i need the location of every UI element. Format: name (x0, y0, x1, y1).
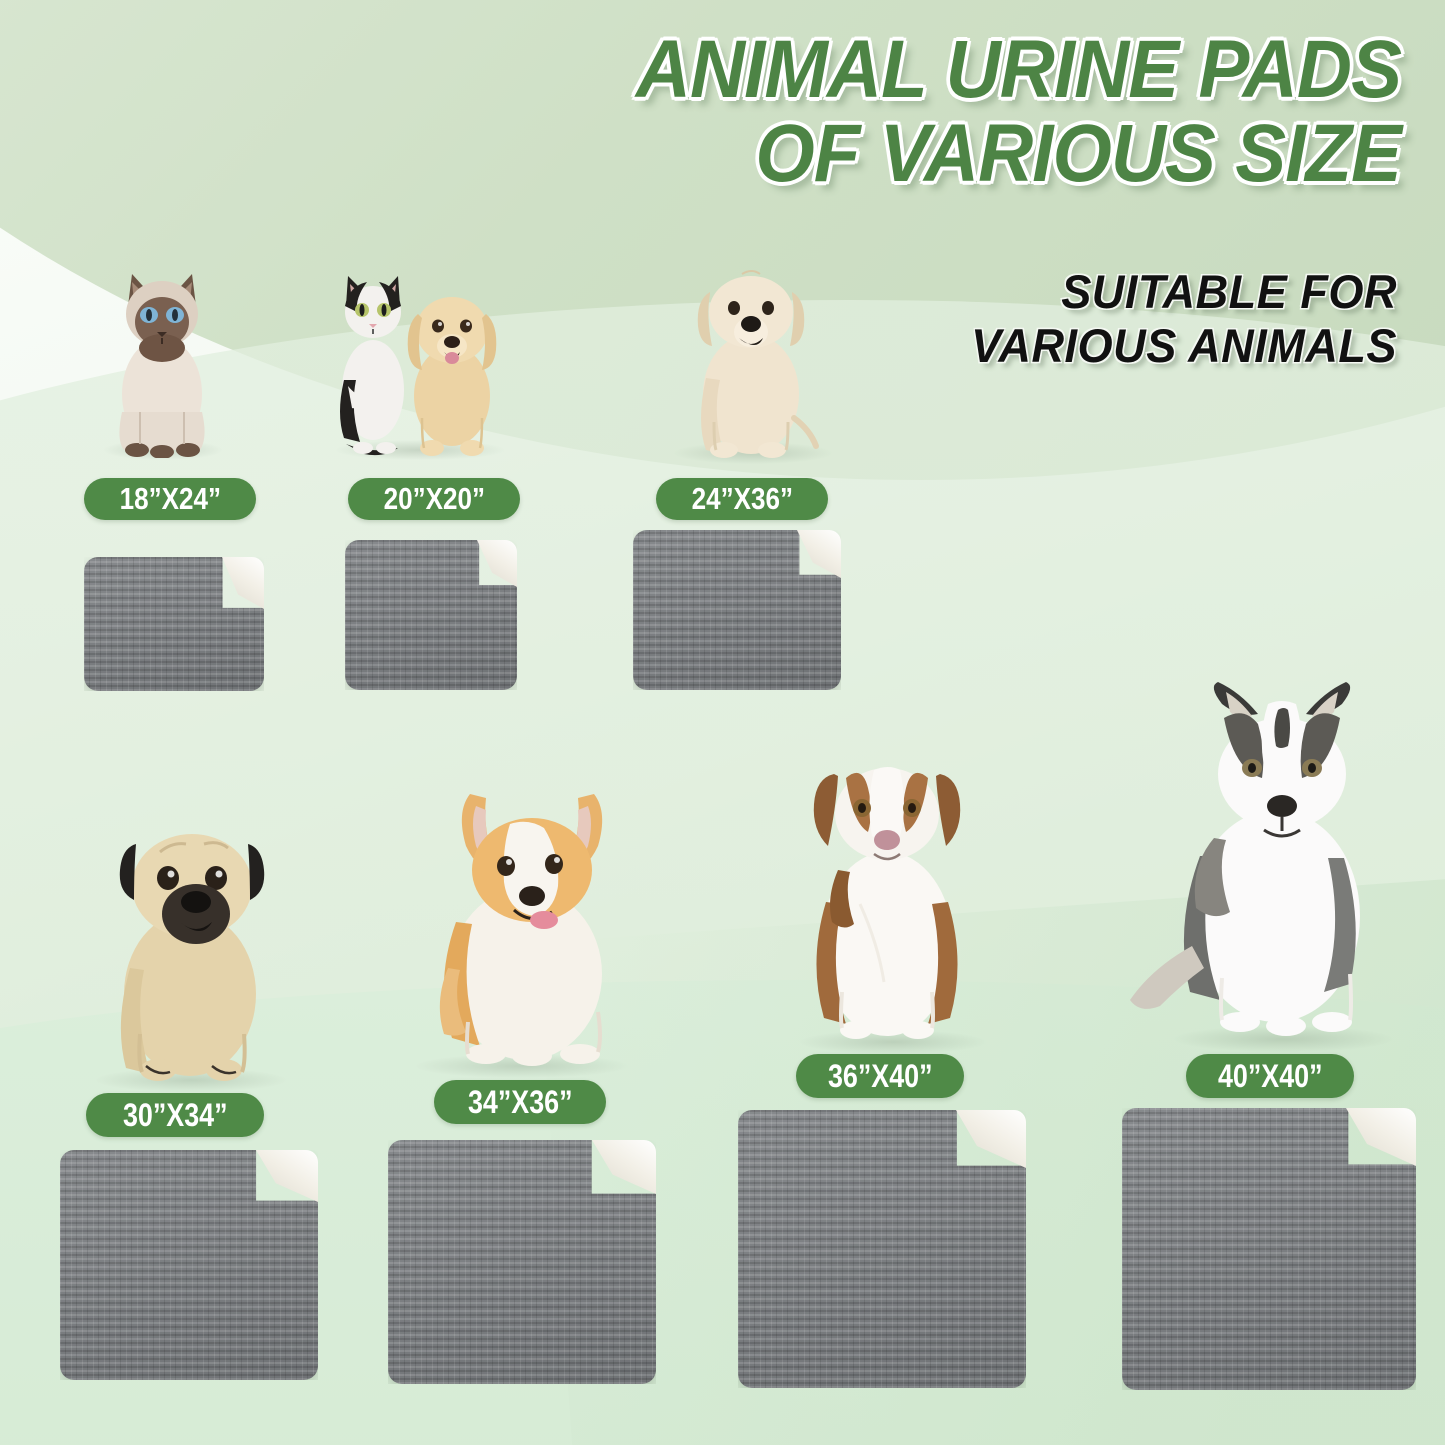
pad-surface (388, 1140, 656, 1384)
animal-siberian-husky-dog (1118, 678, 1394, 1044)
pad-40x40 (1122, 1108, 1416, 1390)
pad-36x40 (738, 1110, 1026, 1388)
size-badge-label: 36”X40” (827, 1057, 933, 1094)
size-badge-34x36: 34”X36” (434, 1080, 606, 1124)
pad-30x34 (60, 1150, 318, 1380)
size-badge-label: 20”X20” (383, 481, 485, 516)
size-badge-30x34: 30”X34” (86, 1093, 264, 1137)
pad-folded-corner (956, 1110, 1026, 1168)
animal-tuxedo-cat-and-labrador-puppy (326, 268, 510, 460)
animal-siamese-cat (98, 262, 226, 458)
pad-surface (738, 1110, 1026, 1388)
animal-corgi-dog (402, 772, 638, 1072)
size-badge-36x40: 36”X40” (796, 1054, 964, 1098)
size-badge-18x24: 18”X24” (84, 478, 256, 520)
size-badge-label: 18”X24” (119, 481, 221, 516)
pad-folded-corner (592, 1140, 656, 1194)
pad-20x20 (345, 540, 517, 690)
pad-18x24 (84, 557, 264, 691)
size-badge-label: 24”X36” (691, 481, 793, 516)
pad-folded-corner (477, 540, 517, 587)
size-badge-label: 30”X34” (122, 1096, 228, 1133)
animal-pug-dog (84, 808, 296, 1088)
size-badge-20x20: 20”X20” (348, 478, 520, 520)
page-title: ANIMAL URINE PADS OF VARIOUS SIZE (635, 24, 1402, 199)
pad-34x36 (388, 1140, 656, 1384)
pad-folded-corner (1346, 1108, 1416, 1166)
size-badge-label: 40”X40” (1217, 1057, 1323, 1094)
page-subtitle: SUITABLE FOR VARIOUS ANIMALS (971, 265, 1397, 372)
animal-tan-labrador-dog (664, 258, 838, 462)
animal-australian-shepherd-dog (786, 742, 988, 1048)
pad-folded-corner (222, 557, 264, 609)
size-badge-24x36: 24”X36” (656, 478, 828, 520)
pad-folded-corner (797, 530, 841, 578)
pad-surface (1122, 1108, 1416, 1390)
pad-24x36 (633, 530, 841, 690)
size-badge-label: 34”X36” (467, 1083, 573, 1120)
pad-folded-corner (256, 1150, 318, 1202)
size-badge-40x40: 40”X40” (1186, 1054, 1354, 1098)
